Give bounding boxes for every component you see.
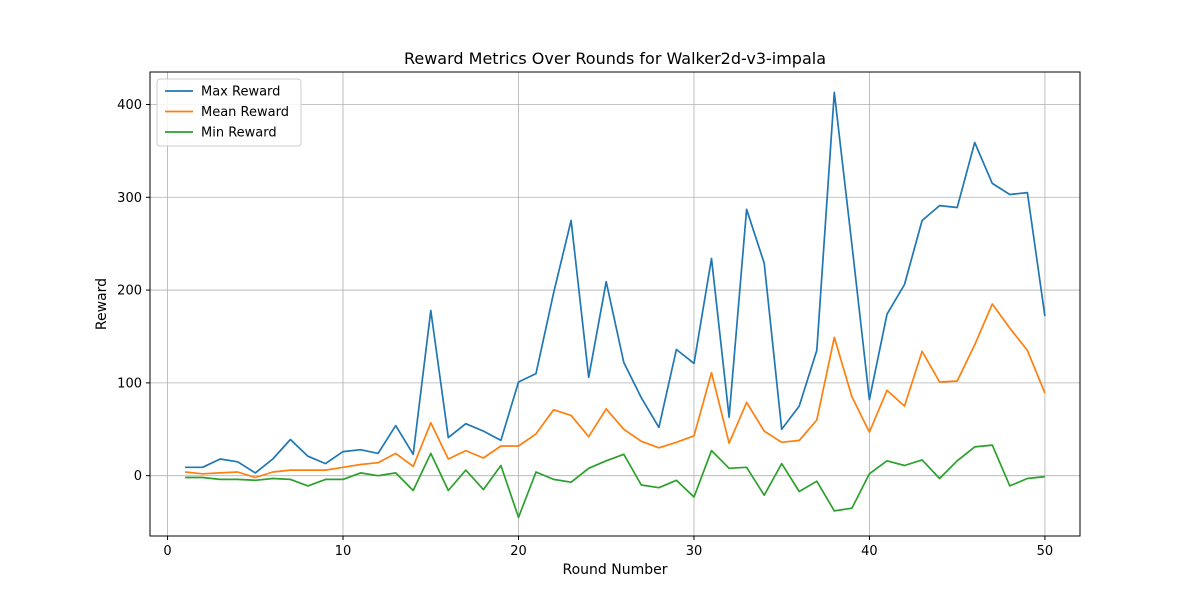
y-tick-label: 300 (117, 191, 142, 206)
x-tick-label: 40 (861, 544, 878, 559)
y-tick-label: 100 (117, 376, 142, 391)
plot-frame (149, 71, 1081, 537)
legend-box (156, 78, 302, 147)
y-tick-label: 0 (134, 469, 142, 484)
series-lines (185, 91, 1046, 519)
x-tick-label: 30 (686, 544, 703, 559)
x-tick-label: 20 (510, 544, 527, 559)
x-axis-label: Round Number (563, 562, 668, 578)
x-tick-label: 10 (335, 544, 352, 559)
series-line-max-reward (185, 91, 1046, 474)
legend-label-min-reward: Min Reward (201, 126, 277, 141)
x-tick-label: 50 (1037, 544, 1054, 559)
y-tick-label: 400 (117, 98, 142, 113)
y-axis-ticks: 0 100 200 300 400 (117, 98, 150, 484)
series-line-mean-reward (185, 303, 1046, 479)
grid-lines (150, 72, 1080, 536)
chart-title: Reward Metrics Over Rounds for Walker2d-… (404, 49, 826, 68)
series-line-min-reward (185, 444, 1045, 519)
x-axis-ticks: 0 10 20 30 40 50 (163, 536, 1053, 559)
y-tick-label: 200 (117, 284, 142, 299)
legend-label-max-reward: Max Reward (201, 85, 280, 100)
legend-label-mean-reward: Mean Reward (201, 105, 289, 120)
legend: Max Reward Mean Reward Min Reward (156, 78, 302, 147)
x-tick-label: 0 (163, 544, 171, 559)
y-axis-label: Reward (94, 278, 110, 330)
